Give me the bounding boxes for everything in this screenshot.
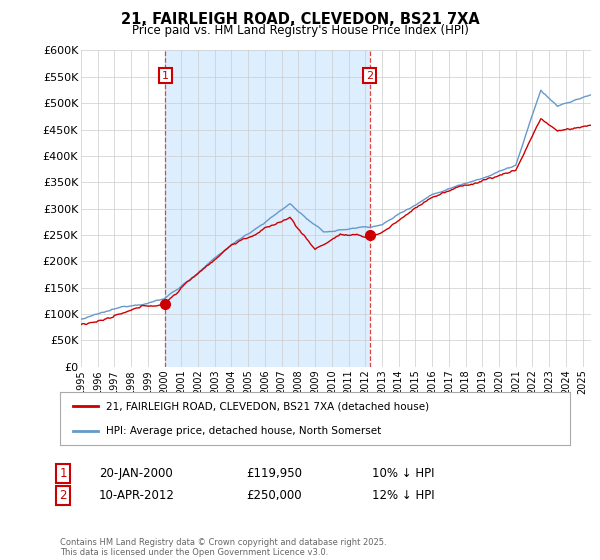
Text: 10% ↓ HPI: 10% ↓ HPI: [372, 466, 434, 480]
Text: 20-JAN-2000: 20-JAN-2000: [99, 466, 173, 480]
Text: 21, FAIRLEIGH ROAD, CLEVEDON, BS21 7XA (detached house): 21, FAIRLEIGH ROAD, CLEVEDON, BS21 7XA (…: [106, 402, 429, 412]
Text: 1: 1: [162, 71, 169, 81]
Text: £250,000: £250,000: [246, 489, 302, 502]
Text: 12% ↓ HPI: 12% ↓ HPI: [372, 489, 434, 502]
Text: £119,950: £119,950: [246, 466, 302, 480]
Text: 2: 2: [366, 71, 373, 81]
Text: HPI: Average price, detached house, North Somerset: HPI: Average price, detached house, Nort…: [106, 426, 381, 436]
Text: 10-APR-2012: 10-APR-2012: [99, 489, 175, 502]
Text: 1: 1: [59, 466, 67, 480]
Text: Price paid vs. HM Land Registry's House Price Index (HPI): Price paid vs. HM Land Registry's House …: [131, 24, 469, 36]
Bar: [166, 50, 370, 367]
Text: 21, FAIRLEIGH ROAD, CLEVEDON, BS21 7XA: 21, FAIRLEIGH ROAD, CLEVEDON, BS21 7XA: [121, 12, 479, 27]
Text: Contains HM Land Registry data © Crown copyright and database right 2025.
This d: Contains HM Land Registry data © Crown c…: [60, 538, 386, 557]
Text: 2: 2: [59, 489, 67, 502]
